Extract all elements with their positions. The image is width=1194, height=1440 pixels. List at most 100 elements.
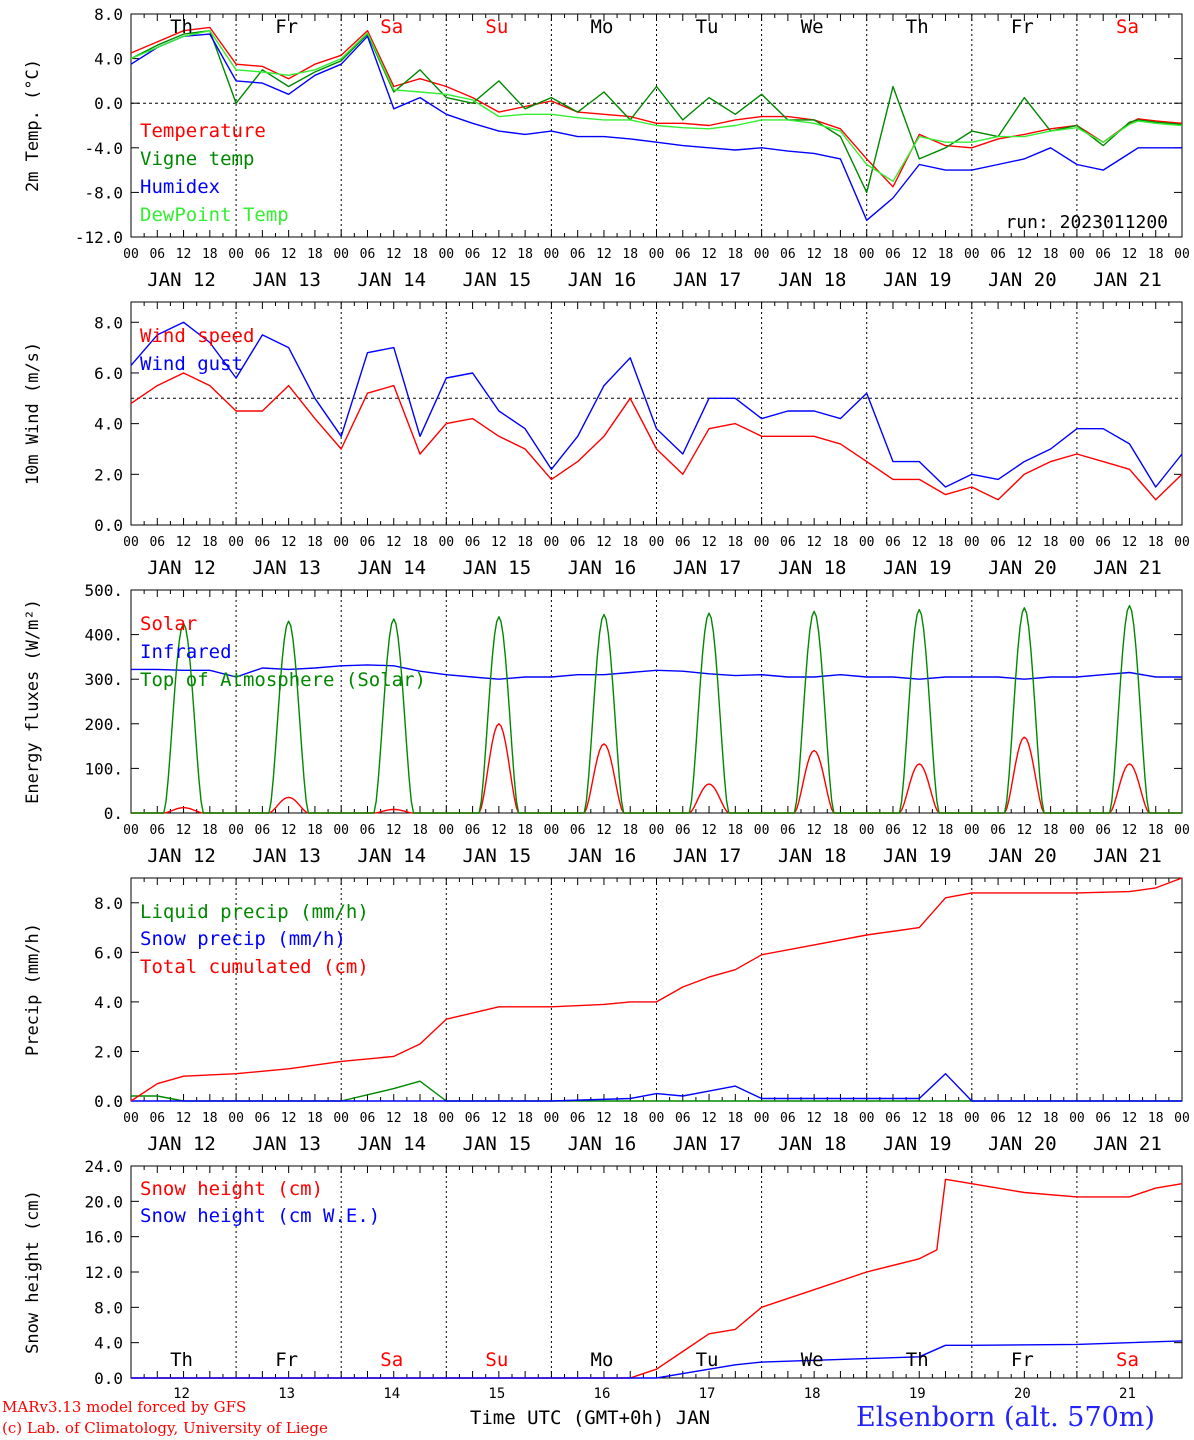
hour-tick-label: 00 (859, 823, 875, 838)
hour-tick-label: 00 (1069, 247, 1085, 262)
hour-tick-label: 12 (911, 247, 927, 262)
hour-tick-label: 06 (780, 823, 796, 838)
hour-tick-label: 18 (1148, 535, 1164, 550)
hour-tick-label: 00 (1174, 1111, 1190, 1126)
hour-tick-label: 06 (465, 1111, 481, 1126)
day-number-label: 13 (278, 1386, 295, 1402)
hour-tick-label: 00 (1174, 247, 1190, 262)
hour-tick-label: 06 (885, 535, 901, 550)
day-number-label: 18 (804, 1386, 821, 1402)
y-tick-label: 500. (84, 581, 123, 600)
x-axis-label: Time UTC (GMT+0h) JAN (470, 1407, 710, 1429)
legend-entry: Snow height (cm W.E.) (140, 1205, 380, 1227)
model-credit-line: MARv3.13 model forced by GFS (2, 1398, 247, 1416)
hour-tick-label: 18 (412, 823, 428, 838)
date-label: JAN 15 (463, 269, 532, 291)
date-label: JAN 21 (1093, 1133, 1162, 1155)
hour-tick-label: 06 (990, 535, 1006, 550)
hour-tick-label: 18 (412, 1111, 428, 1126)
hour-tick-label: 00 (544, 823, 560, 838)
hour-tick-label: 00 (649, 823, 665, 838)
date-label: JAN 17 (673, 557, 742, 579)
y-tick-label: 8.0 (94, 313, 123, 332)
hour-tick-label: 06 (255, 1111, 271, 1126)
hour-tick-label: 00 (438, 535, 454, 550)
hour-tick-label: 06 (465, 535, 481, 550)
weekday-label: Mo (591, 1349, 614, 1371)
hour-tick-label: 12 (1017, 1111, 1033, 1126)
series-line-solar (131, 723, 1182, 814)
date-label: JAN 17 (673, 1133, 742, 1155)
date-label: JAN 15 (463, 845, 532, 867)
hour-tick-label: 00 (1069, 1111, 1085, 1126)
hour-tick-label: 00 (1174, 823, 1190, 838)
date-label: JAN 18 (778, 557, 847, 579)
hour-tick-label: 00 (1069, 823, 1085, 838)
hour-tick-label: 18 (307, 535, 323, 550)
legend-entry: Humidex (140, 176, 220, 198)
hour-tick-label: 12 (806, 535, 822, 550)
hour-tick-label: 18 (938, 535, 954, 550)
y-axis-label: 2m Temp. (°C) (23, 59, 43, 192)
hour-tick-label: 12 (281, 247, 297, 262)
series-line-dewpoint-temp (130, 30, 1183, 182)
date-label: JAN 14 (357, 557, 426, 579)
hour-tick-label: 18 (938, 247, 954, 262)
hour-tick-label: 18 (517, 1111, 533, 1126)
hour-tick-label: 06 (255, 247, 271, 262)
hour-tick-label: 18 (622, 823, 638, 838)
date-label: JAN 13 (252, 1133, 321, 1155)
y-axis-label: Snow height (cm) (23, 1190, 43, 1354)
hour-tick-label: 12 (386, 823, 402, 838)
weekday-label: Tu (696, 1349, 719, 1371)
hour-tick-label: 12 (701, 247, 717, 262)
hour-tick-label: 00 (964, 823, 980, 838)
hour-tick-label: 00 (228, 1111, 244, 1126)
y-tick-label: 4.0 (94, 1334, 123, 1353)
day-number-label: 12 (173, 1386, 190, 1402)
hour-tick-label: 06 (255, 823, 271, 838)
hour-tick-label: 06 (780, 1111, 796, 1126)
hour-tick-label: 06 (885, 247, 901, 262)
hour-tick-label: 18 (727, 1111, 743, 1126)
hour-tick-label: 12 (1122, 823, 1138, 838)
run-annotation: run: 2023011200 (1005, 212, 1168, 233)
date-label: JAN 14 (357, 1133, 426, 1155)
date-label: JAN 16 (568, 557, 637, 579)
hour-tick-label: 18 (1148, 1111, 1164, 1126)
hour-tick-label: 00 (964, 535, 980, 550)
hour-tick-label: 00 (649, 1111, 665, 1126)
hour-tick-label: 00 (859, 1111, 875, 1126)
date-label: JAN 14 (357, 269, 426, 291)
hour-tick-label: 12 (911, 823, 927, 838)
hour-tick-label: 12 (911, 535, 927, 550)
hour-tick-label: 12 (281, 1111, 297, 1126)
hour-tick-label: 18 (1148, 823, 1164, 838)
hour-tick-label: 00 (123, 535, 139, 550)
hour-tick-label: 06 (780, 535, 796, 550)
station-title: Elsenborn (alt. 570m) (856, 1402, 1155, 1433)
hour-tick-label: 00 (1069, 535, 1085, 550)
weekday-label: Th (170, 16, 193, 38)
date-label: JAN 18 (778, 845, 847, 867)
date-label: JAN 21 (1093, 845, 1162, 867)
panel-1 (130, 13, 1183, 238)
weekday-label: We (801, 16, 824, 38)
hour-tick-label: 18 (517, 247, 533, 262)
hour-tick-label: 00 (123, 247, 139, 262)
hour-tick-label: 06 (1095, 535, 1111, 550)
hour-tick-label: 12 (386, 247, 402, 262)
date-label: JAN 18 (778, 269, 847, 291)
y-tick-label: 0.0 (94, 94, 123, 113)
day-number-label: 19 (909, 1386, 926, 1402)
hour-tick-label: 18 (727, 247, 743, 262)
hour-tick-label: 12 (386, 535, 402, 550)
weekday-label: Th (170, 1349, 193, 1371)
hour-tick-label: 18 (307, 823, 323, 838)
hour-tick-label: 18 (307, 247, 323, 262)
hour-tick-label: 06 (885, 1111, 901, 1126)
y-tick-label: 6.0 (94, 364, 123, 383)
hour-tick-label: 12 (491, 823, 507, 838)
y-tick-label: 6.0 (94, 943, 123, 962)
